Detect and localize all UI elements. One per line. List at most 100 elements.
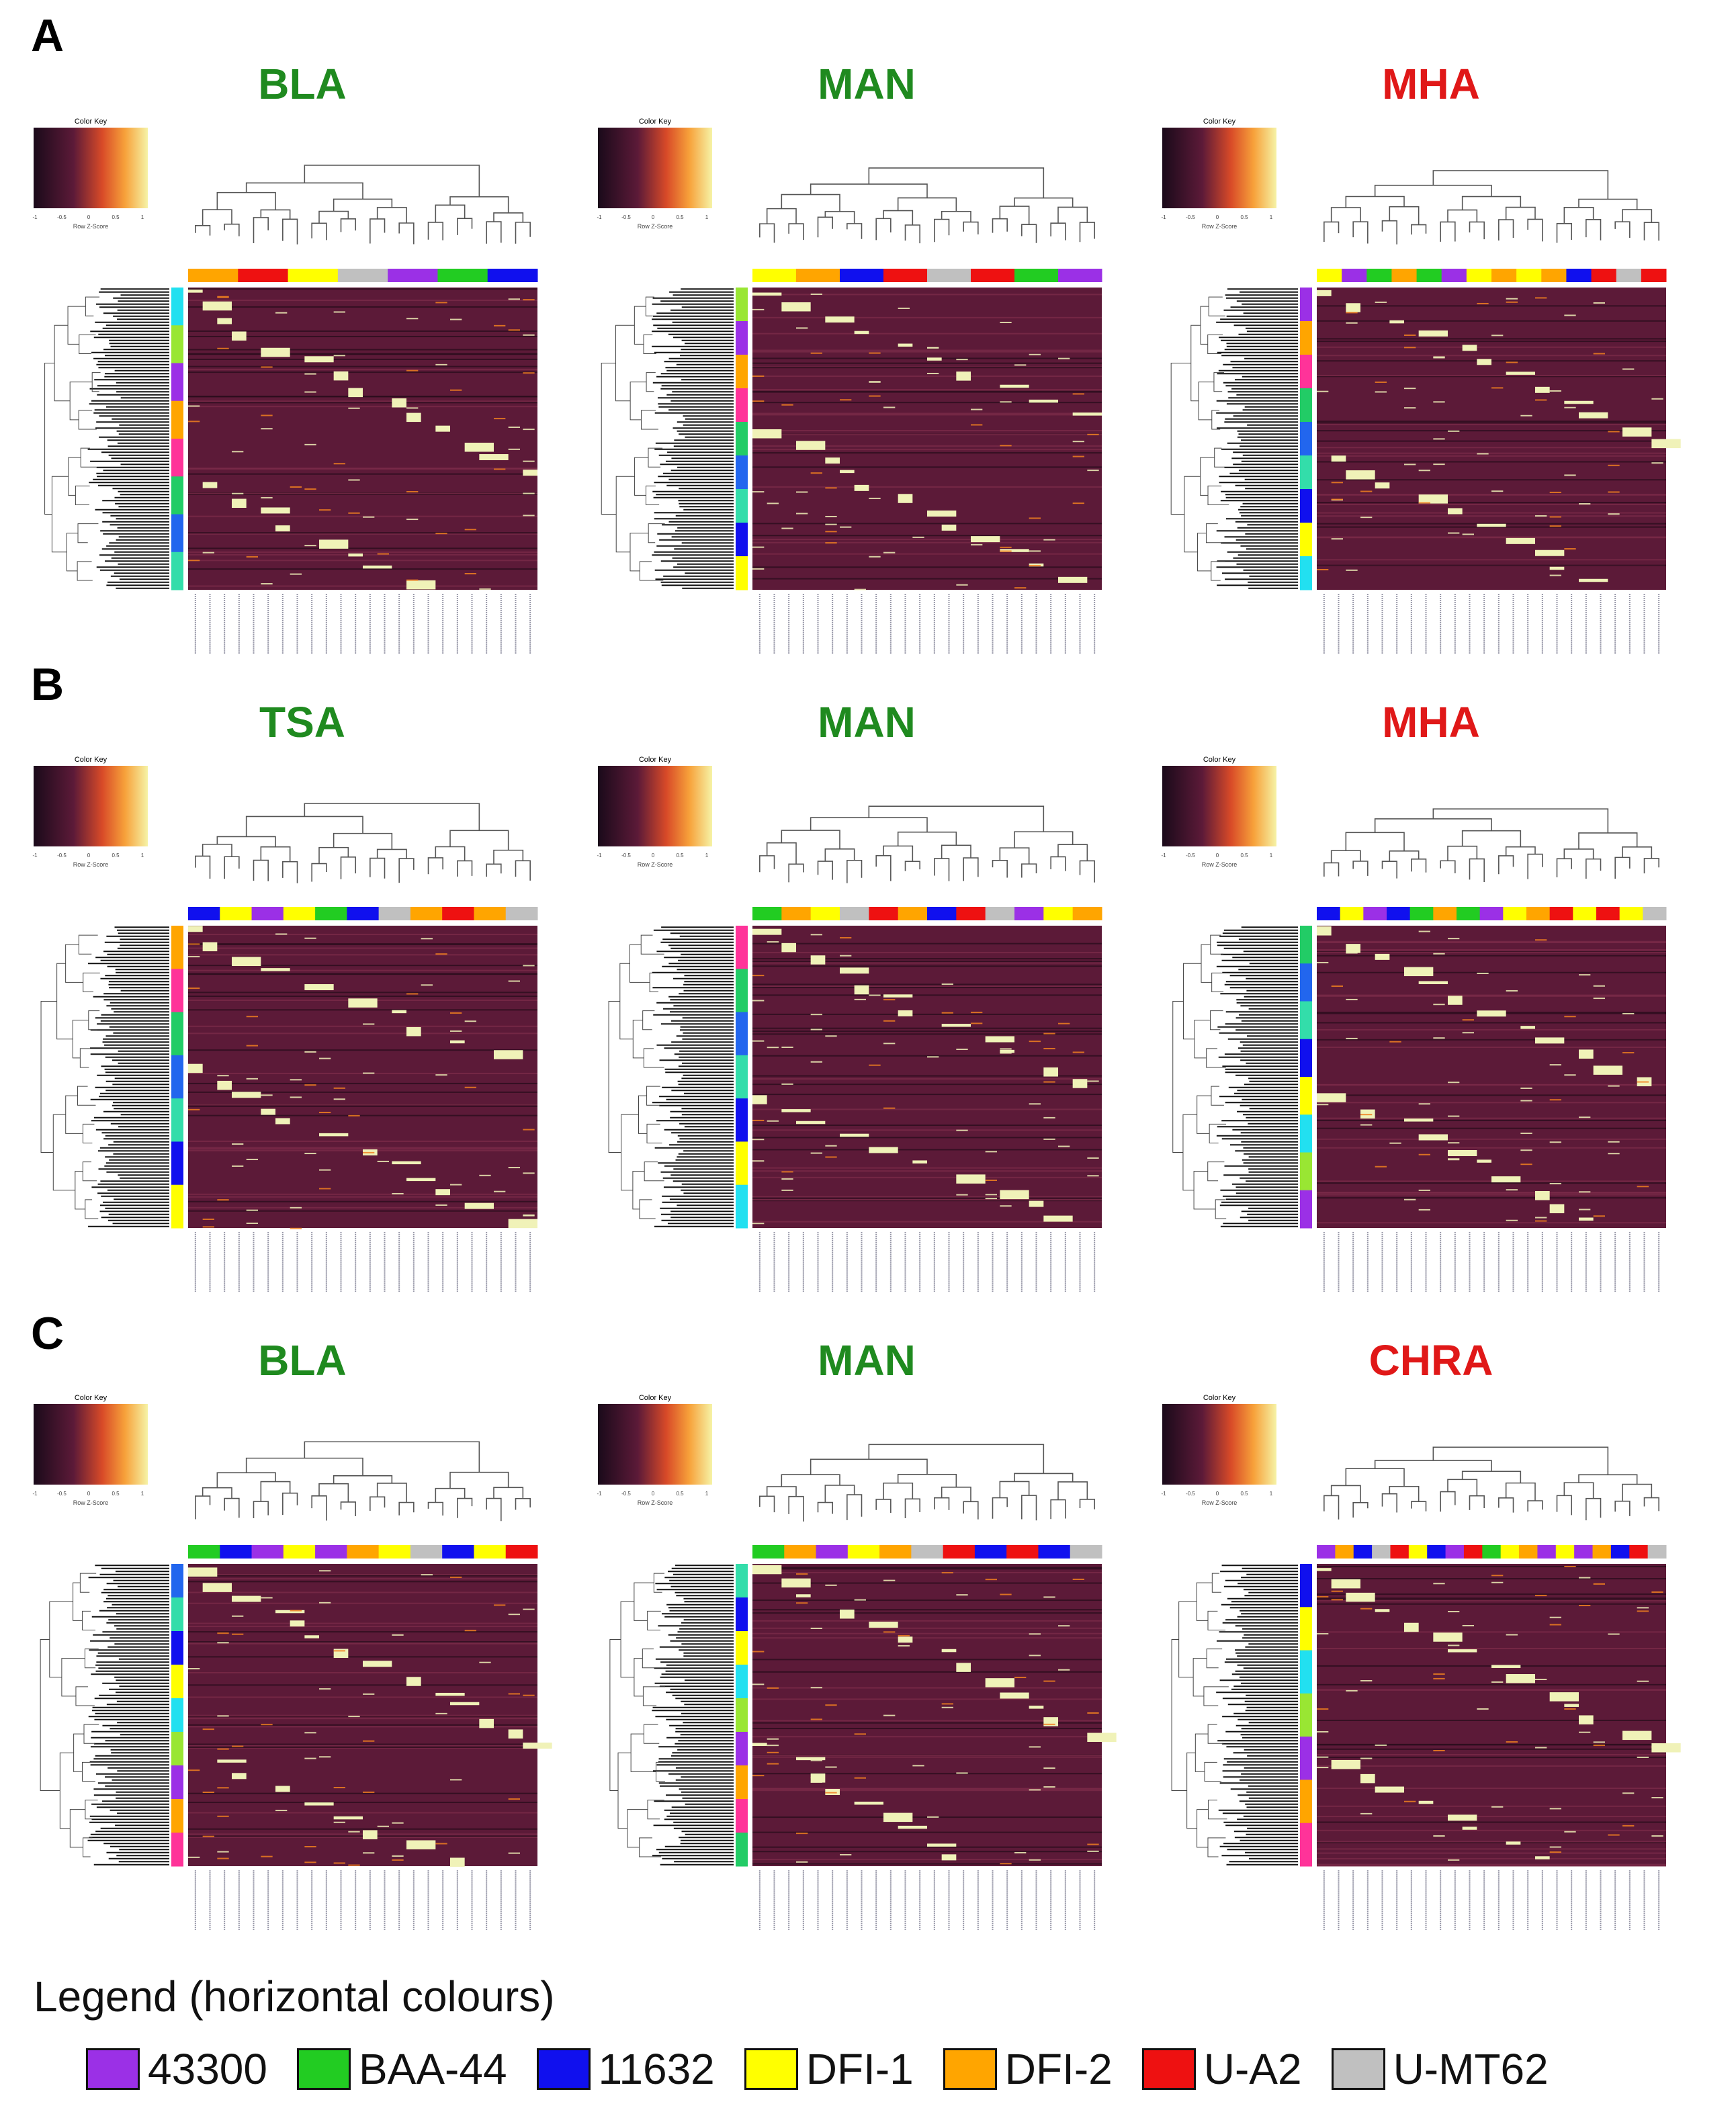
heatmap-high-cell [1317,1093,1346,1102]
heatmap-cell [1637,1610,1649,1612]
dendrogram-branch [1194,1020,1211,1059]
legend-item: DFI-2 [943,2044,1113,2094]
heatmap-cell [1651,398,1663,400]
row-group-segment [736,1012,748,1056]
dendrogram-branch [82,1161,97,1182]
dendrogram-branch [1381,220,1397,245]
dendrogram-branch [1586,858,1602,879]
heatmap-row-band [1317,1848,1666,1850]
color-key-tick: 1 [1270,1491,1273,1497]
heatmap-row-band [188,1631,537,1633]
heatmap-high-cell [1000,549,1029,552]
heatmap-cell [202,1835,214,1837]
heatmap-cell [304,545,316,547]
column-group-DFI-2 [796,269,840,282]
heatmap-high-cell [406,1026,421,1037]
legend-swatch [943,2048,997,2090]
heatmap-cell [883,999,896,1001]
dendrogram-branch [340,856,356,879]
column-color-bar [1317,269,1667,282]
color-key-tick: 0 [87,852,91,859]
heatmap-cell [883,552,896,554]
dendrogram-branch [643,334,656,354]
heatmap-high-cell [1433,1632,1463,1642]
heatmap-high-cell [1448,1649,1477,1653]
heatmap-cell [1506,1219,1518,1221]
heatmap-cell [1087,433,1099,435]
panel-letter-c: C [31,1308,64,1359]
heatmap-cell [333,1787,345,1789]
heatmap-row-band [752,553,1102,555]
heatmap-cell [1477,972,1489,974]
row-group-segment [1300,1823,1312,1867]
dendrogram-branch [1586,1497,1602,1521]
dendrogram-branch [647,1800,664,1820]
dendrogram-branch [82,1123,95,1143]
heatmap-row-band [188,1747,537,1749]
dendrogram-branch [904,224,920,244]
heatmap-cell [1360,490,1373,492]
heatmap-cell [217,347,229,349]
heatmap-cell [1622,1825,1635,1827]
heatmap-row-band [752,486,1102,488]
heatmap-row-band [1317,430,1666,432]
heatmap-cell [1564,548,1576,550]
heatmap-cell [523,965,535,967]
heatmap-cell [1331,482,1343,484]
heatmap-cell [941,1706,953,1708]
dendrogram-branch [75,1686,95,1706]
heatmap-row-band [188,532,537,534]
heatmap-cell [188,421,200,423]
dendrogram-branch [781,193,840,212]
dendrogram-branch [1643,222,1659,241]
color-key-tick: -0.5 [621,852,631,859]
heatmap-cell [752,568,765,570]
column-color-bar [188,907,538,920]
heatmap-cell [1433,1750,1445,1752]
heatmap-cell [275,933,288,935]
heatmap-row-band [752,1571,1102,1573]
heatmap-row-band [1317,1084,1666,1086]
heatmap-cell [1549,1851,1561,1853]
column-group-DFI-1 [1340,907,1364,920]
row-group-segment [171,325,183,363]
heatmap-cell [956,1594,968,1596]
column-labels [1323,594,1660,654]
heatmap-cell [1000,546,1012,548]
heatmap-cell [232,1633,244,1635]
heatmap-background [752,1564,1102,1866]
row-group-segment [736,1732,748,1766]
heatmap-cell [1317,1756,1329,1758]
heatmap-cell [1000,1048,1012,1050]
heatmap-row-band [188,1114,537,1116]
heatmap-cell [1448,1158,1460,1160]
dendrogram-branch [824,1485,855,1503]
heatmap-high-cell [523,470,537,476]
heatmap-cell [1506,1741,1518,1743]
row-dendrogram [44,288,169,589]
heatmap-high-cell [275,1610,305,1614]
heatmap-cell [1433,1037,1445,1039]
heatmap-high-cell [912,1160,927,1164]
heatmap-cell [1579,1191,1591,1193]
heatmap-cell [333,1821,345,1823]
heatmap-cell [1593,1741,1605,1743]
heatmap-cell [752,1683,765,1685]
heatmap-high-cell [941,524,957,531]
heatmap-cell [304,1051,316,1053]
color-key-bar [34,766,148,846]
heatmap-row-band [1317,502,1666,504]
heatmap-cell [1346,569,1358,571]
column-group-U-A2 [943,1545,975,1559]
heatmap-body [188,1564,552,1867]
heatmap-row-band [752,958,1102,960]
row-group-segment [736,1055,748,1099]
color-key-tick: 0.5 [676,852,684,859]
column-group-DFI-2 [781,907,812,920]
heatmap-cell [1608,513,1620,515]
column-dendrogram [759,1444,1095,1522]
heatmap-cell [508,1798,520,1800]
dendrogram-branch [759,223,775,243]
heatmap-high-cell [406,412,421,423]
